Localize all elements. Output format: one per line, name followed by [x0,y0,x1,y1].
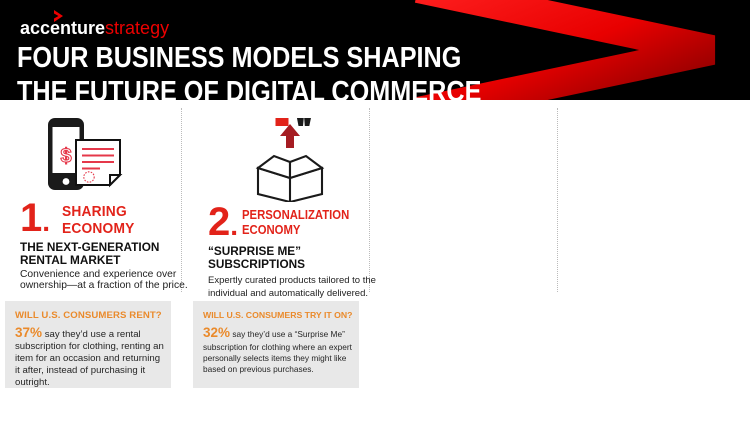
svg-text:$: $ [60,145,71,167]
